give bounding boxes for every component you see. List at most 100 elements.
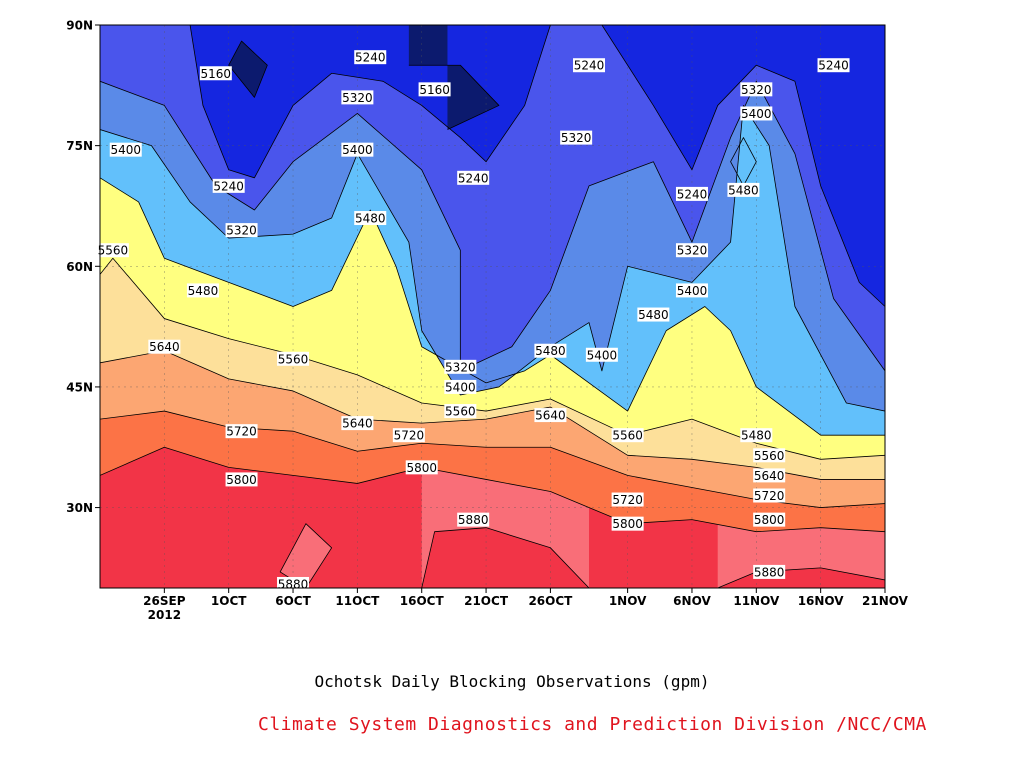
contour-label-box bbox=[341, 142, 374, 157]
contour-line-5240 bbox=[601, 25, 885, 307]
contour-line-5320 bbox=[100, 80, 885, 372]
contour-label-text: 5240 bbox=[818, 59, 849, 73]
fill-band-5480 bbox=[730, 137, 757, 186]
contour-label: 5240 bbox=[354, 50, 387, 65]
contour-label: 5640 bbox=[148, 339, 181, 354]
contour-label-text: 5400 bbox=[445, 380, 476, 394]
contour-label: 5560 bbox=[753, 448, 786, 463]
contour-label: 5400 bbox=[109, 142, 142, 157]
contour-chart: 5160 5240 5320 5160 5240 5320 5400 5240 5400 5400… bbox=[66, 19, 909, 623]
contour-label-box bbox=[611, 516, 644, 531]
contour-label-text: 5800 bbox=[754, 513, 785, 527]
contour-label-box bbox=[354, 50, 387, 65]
contour-label: 5240 bbox=[457, 170, 490, 185]
contour-label-box bbox=[225, 223, 258, 238]
contour-label-text: 5320 bbox=[741, 83, 772, 97]
contour-label: 5800 bbox=[225, 472, 258, 487]
contour-line-5400 bbox=[100, 105, 885, 412]
contour-label-text: 5240 bbox=[458, 171, 489, 185]
contour-label-box bbox=[96, 243, 129, 258]
x-tick-label: 11OCT bbox=[335, 594, 380, 608]
contour-label-box bbox=[341, 416, 374, 431]
contour-label-box bbox=[457, 170, 490, 185]
y-tick-label: 60N bbox=[66, 260, 93, 274]
contour-label: 5480 bbox=[637, 307, 670, 322]
contour-label: 5560 bbox=[96, 243, 129, 258]
contour-label-text: 5480 bbox=[188, 284, 219, 298]
x-tick-label: 1NOV bbox=[609, 594, 647, 608]
x-tick-sublabel: 2012 bbox=[148, 608, 181, 622]
contour-label-box bbox=[186, 283, 219, 298]
contour-label-box bbox=[225, 424, 258, 439]
contour-label-box bbox=[392, 428, 425, 443]
contour-label: 5240 bbox=[675, 186, 708, 201]
contour-label: 5320 bbox=[740, 82, 773, 97]
contour-label-text: 5560 bbox=[754, 449, 785, 463]
contour-label-box bbox=[817, 58, 850, 73]
contour-label-text: 5800 bbox=[226, 473, 257, 487]
contour-label-text: 5240 bbox=[355, 51, 386, 65]
y-tick-label: 30N bbox=[66, 501, 93, 515]
contour-label-box bbox=[277, 576, 310, 591]
contour-label-box bbox=[341, 90, 374, 105]
x-tick-label: 11NOV bbox=[733, 594, 780, 608]
x-tick-label: 21NOV bbox=[862, 594, 909, 608]
contour-label-text: 5720 bbox=[754, 489, 785, 503]
fill-band-5160 bbox=[408, 25, 499, 130]
contour-label-text: 5880 bbox=[458, 513, 489, 527]
contour-label: 5240 bbox=[212, 178, 245, 193]
contour-label-text: 5640 bbox=[342, 417, 373, 431]
contour-label-box bbox=[740, 428, 773, 443]
contour-label-box bbox=[457, 512, 490, 527]
contour-label: 5800 bbox=[611, 516, 644, 531]
contour-label: 5320 bbox=[444, 359, 477, 374]
contour-label: 5880 bbox=[457, 512, 490, 527]
contour-label-text: 5400 bbox=[342, 143, 373, 157]
contour-label-text: 5720 bbox=[612, 493, 643, 507]
contour-label-text: 5480 bbox=[535, 344, 566, 358]
contour-label-box bbox=[727, 182, 760, 197]
contour-label: 5480 bbox=[534, 343, 567, 358]
contour-label-box bbox=[444, 404, 477, 419]
contour-label: 5240 bbox=[817, 58, 850, 73]
contour-label: 5320 bbox=[341, 90, 374, 105]
contour-label-box bbox=[753, 564, 786, 579]
contour-label: 5560 bbox=[444, 404, 477, 419]
contour-labels: 5160 5240 5320 5160 5240 5320 5400 5240 5400 5400… bbox=[96, 50, 850, 591]
contour-label-box bbox=[675, 243, 708, 258]
contour-line-5160 bbox=[228, 40, 268, 98]
contour-label-text: 5400 bbox=[741, 107, 772, 121]
contour-line-5480 bbox=[100, 177, 885, 436]
contour-label-text: 5160 bbox=[201, 67, 232, 81]
contour-label: 5400 bbox=[585, 347, 618, 362]
contour-label: 5480 bbox=[740, 428, 773, 443]
x-tick-label: 6NOV bbox=[673, 594, 711, 608]
contour-label-box bbox=[585, 347, 618, 362]
contour-label: 5320 bbox=[675, 243, 708, 258]
contour-label: 5800 bbox=[405, 460, 438, 475]
contour-label: 5240 bbox=[573, 58, 606, 73]
contour-label-text: 5240 bbox=[574, 59, 605, 73]
contour-label-box bbox=[740, 82, 773, 97]
contour-label-box bbox=[675, 186, 708, 201]
contour-label-text: 5480 bbox=[728, 183, 759, 197]
contour-label-box bbox=[109, 142, 142, 157]
contour-label-box bbox=[573, 58, 606, 73]
contour-label: 5720 bbox=[225, 424, 258, 439]
y-tick-label: 75N bbox=[66, 139, 93, 153]
contour-label-text: 5320 bbox=[561, 131, 592, 145]
contour-label-text: 5560 bbox=[278, 352, 309, 366]
contour-label-box bbox=[753, 468, 786, 483]
contour-label-text: 5800 bbox=[612, 517, 643, 531]
contour-label-box bbox=[534, 343, 567, 358]
contour-line-5800 bbox=[100, 446, 885, 533]
chart-credit: Climate System Diagnostics and Predictio… bbox=[258, 714, 927, 735]
contour-label: 5560 bbox=[611, 428, 644, 443]
contour-label-text: 5480 bbox=[355, 212, 386, 226]
contour-label-text: 5480 bbox=[638, 308, 669, 322]
contour-label-box bbox=[212, 178, 245, 193]
contour-label: 5400 bbox=[341, 142, 374, 157]
contour-label-box bbox=[225, 472, 258, 487]
contour-label-box bbox=[740, 106, 773, 121]
